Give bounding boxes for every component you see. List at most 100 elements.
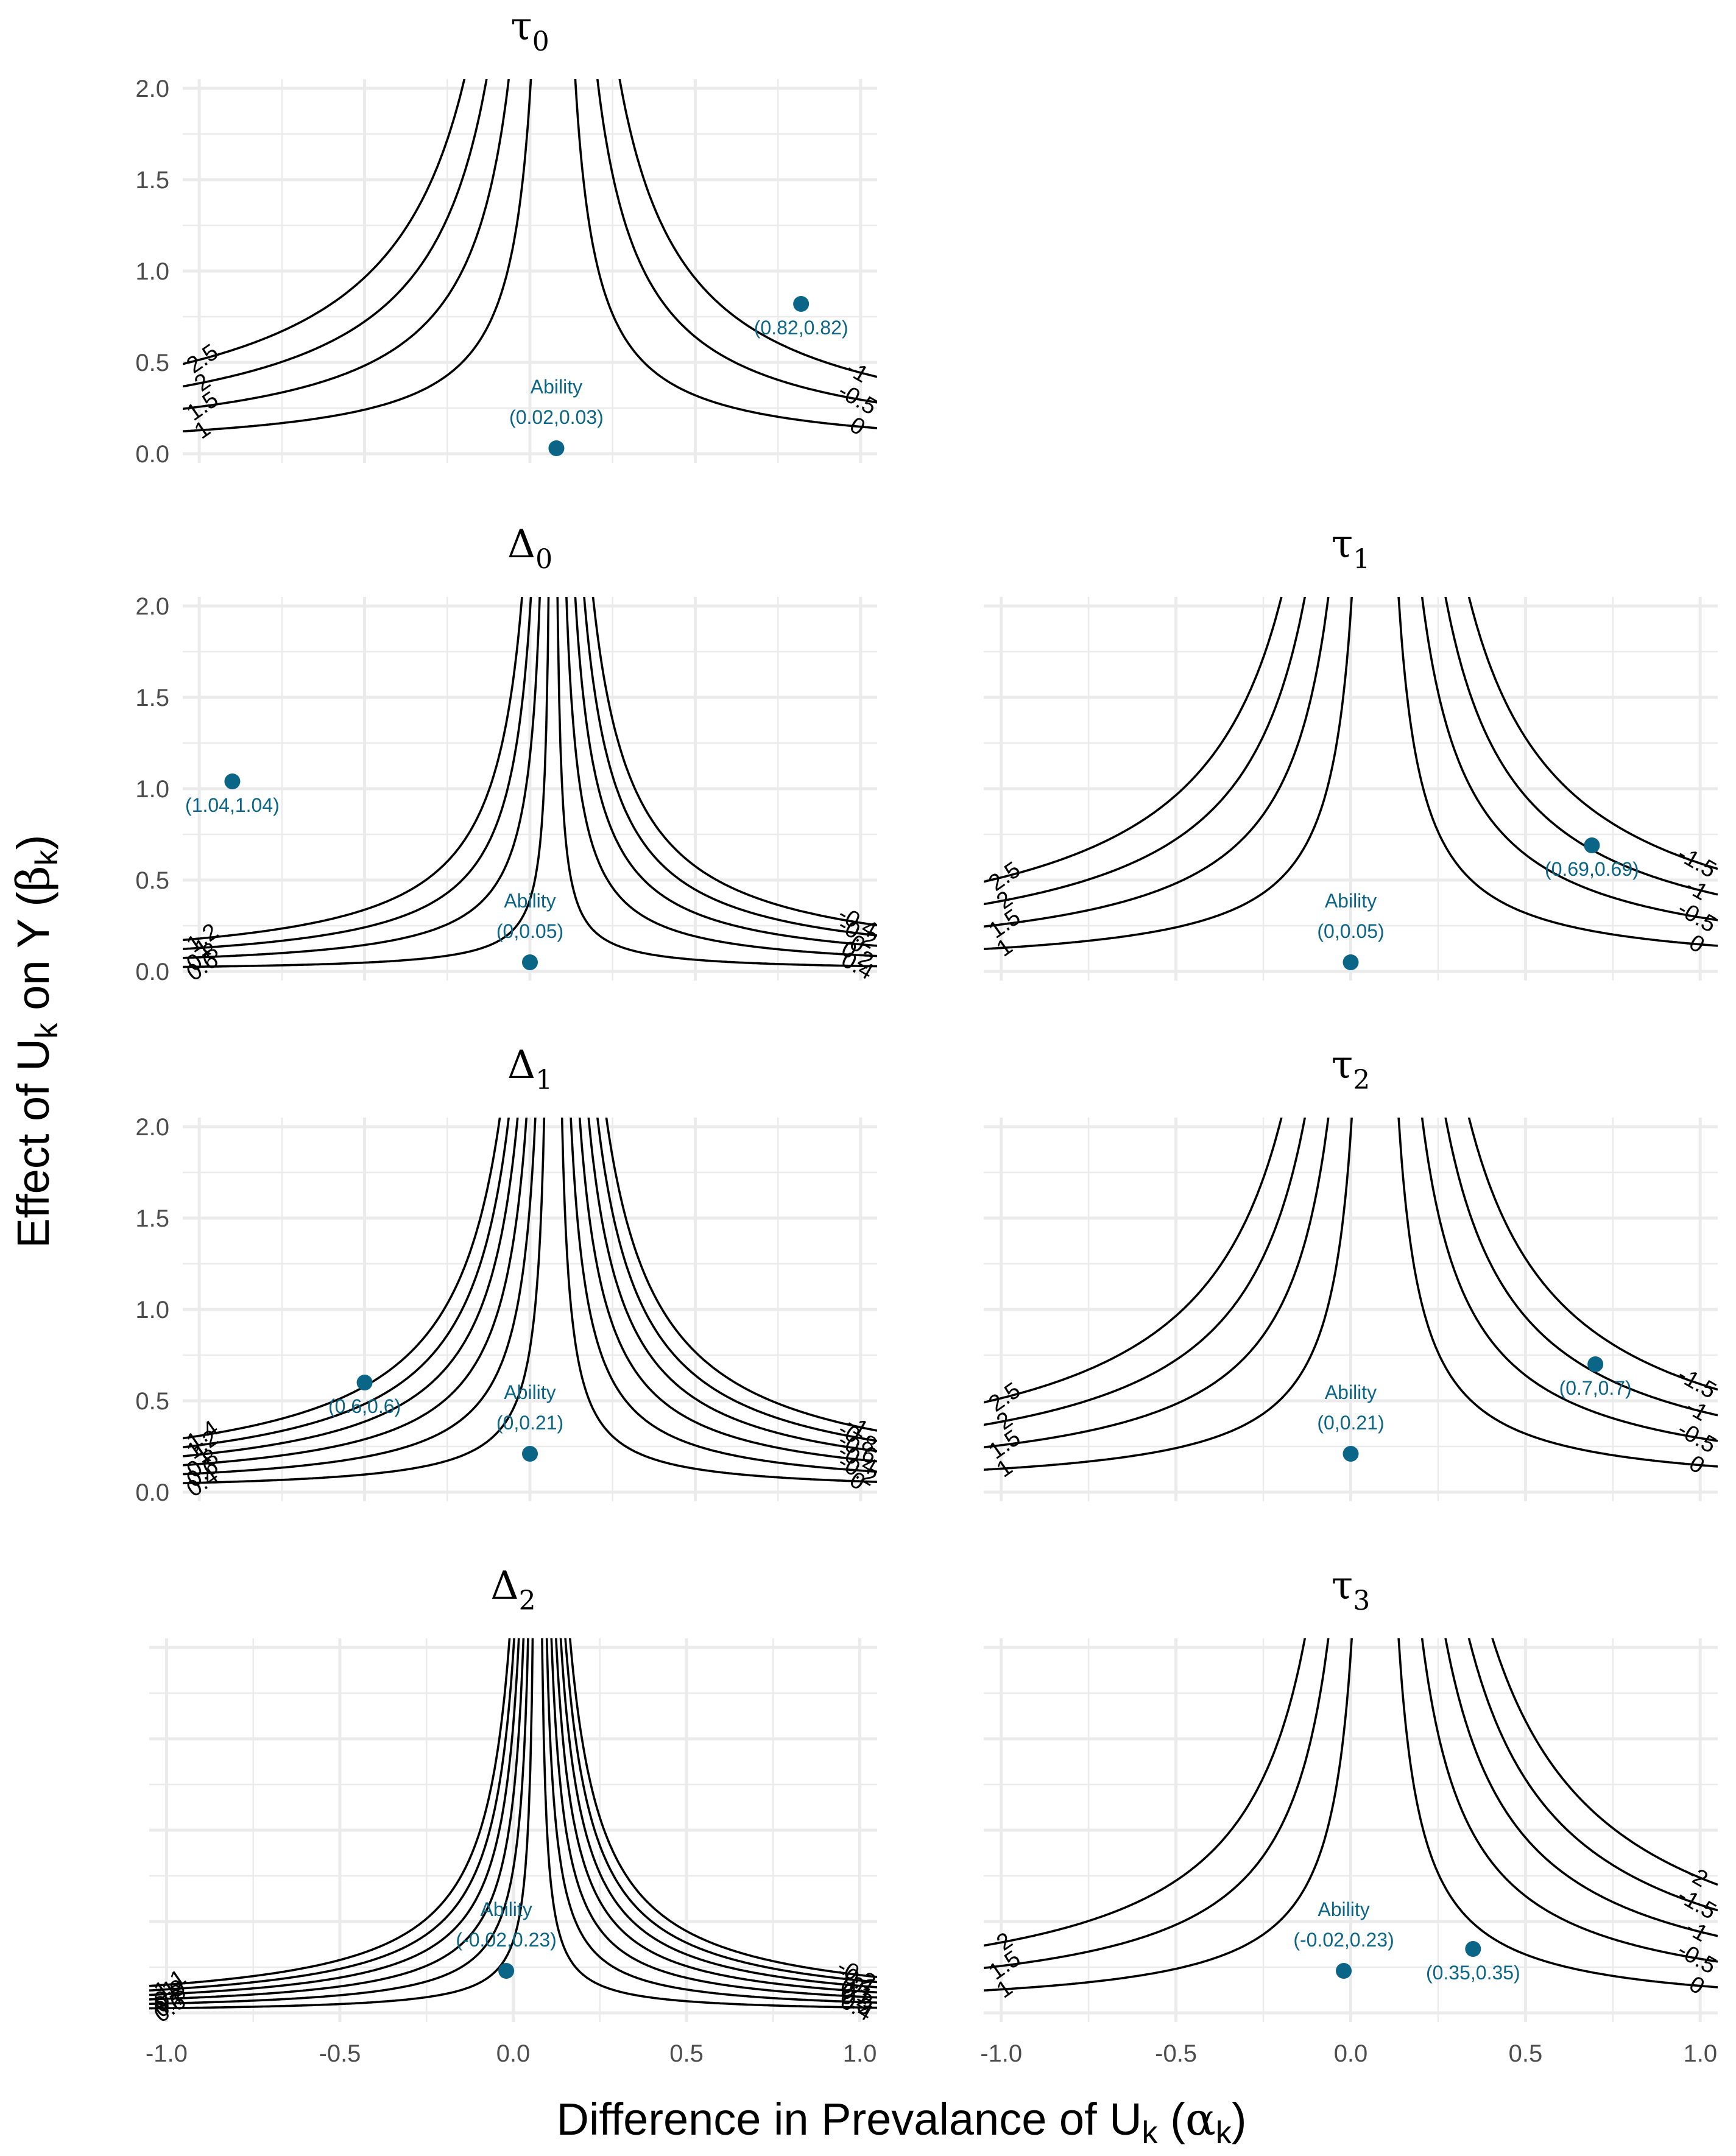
point-annotation-title: Ability xyxy=(1318,1898,1369,1920)
data-point xyxy=(356,1375,373,1390)
contour-line xyxy=(1420,1118,1718,1442)
panel-title-subscript: 1 xyxy=(535,1065,552,1096)
point-annotation-title: Ability xyxy=(531,376,582,398)
contour-line xyxy=(618,79,877,378)
y-tick-label: 1.0 xyxy=(135,1297,169,1323)
data-point xyxy=(1587,1356,1604,1372)
contours xyxy=(183,597,877,968)
y-tick-label: 2.0 xyxy=(135,76,169,102)
x-axis-title: Difference in Prevalance of Uk (αk) xyxy=(557,2093,1247,2151)
grid xyxy=(984,1118,1718,1501)
panel-title: Δ0 xyxy=(507,522,552,575)
contours xyxy=(183,79,877,432)
point-annotation-coords: (-0.02,0.23) xyxy=(1293,1929,1394,1951)
data-point xyxy=(224,773,241,789)
panel-title-subscript: 0 xyxy=(535,544,552,575)
contour-line xyxy=(183,597,541,959)
x-tick-label: -0.5 xyxy=(1155,2040,1197,2067)
contour-line xyxy=(1467,1638,1718,1912)
panel-title: τ2 xyxy=(1332,1043,1370,1096)
panel-title-symbol: Δ xyxy=(507,522,535,567)
contour-line xyxy=(568,1638,877,1978)
grid xyxy=(183,597,877,981)
data-point xyxy=(522,954,538,970)
contour-line xyxy=(183,79,532,432)
contour-line xyxy=(578,1118,877,1463)
contour-line xyxy=(183,79,488,388)
x-tick-label: -1.0 xyxy=(146,2040,188,2067)
grid xyxy=(183,1118,877,1501)
contour-line xyxy=(984,1638,1307,1947)
panel-title-subscript: 0 xyxy=(532,26,549,57)
x-tick-label: 0.0 xyxy=(496,2040,531,2067)
contour-line xyxy=(550,1638,877,1999)
point-annotation-coords: (0.02,0.03) xyxy=(509,406,604,428)
point-annotation-coords: (0.35,0.35) xyxy=(1426,1962,1520,1984)
panel-title: τ1 xyxy=(1332,522,1370,575)
panel-title-subscript: 2 xyxy=(1353,1065,1370,1096)
contour-line xyxy=(570,1118,877,1473)
contour-line xyxy=(574,79,877,429)
point-annotation-coords: (0,0.05) xyxy=(496,920,563,942)
contour-line xyxy=(183,597,532,950)
panel-title: Δ1 xyxy=(507,1043,552,1096)
y-tick-label: 0.0 xyxy=(135,959,169,985)
data-point xyxy=(793,296,810,312)
contour-line xyxy=(555,1638,877,1994)
x-tick-label: 0.5 xyxy=(1509,2040,1543,2067)
contour-line xyxy=(1467,597,1718,870)
contour-line xyxy=(1420,597,1718,921)
contour-line xyxy=(149,1638,529,2006)
contour-line xyxy=(984,1118,1330,1449)
contours xyxy=(984,597,1718,950)
contour-line xyxy=(1467,1118,1718,1391)
contour-line xyxy=(183,1118,537,1476)
contour-line xyxy=(984,597,1307,906)
contour-line xyxy=(565,597,877,957)
contour-line xyxy=(183,1118,519,1457)
contour-line xyxy=(587,1118,877,1453)
x-tick-label: -0.5 xyxy=(319,2040,361,2067)
contour-line xyxy=(560,1118,877,1483)
point-annotation-title: Ability xyxy=(504,1381,556,1403)
contours xyxy=(984,1638,1718,1992)
data-point xyxy=(522,1446,538,1462)
point-annotation-coords: (0,0.21) xyxy=(1317,1412,1384,1434)
point-annotation-coords: (0.82,0.82) xyxy=(754,317,849,339)
y-tick-label: 1.0 xyxy=(135,776,169,803)
contour-line xyxy=(605,1118,877,1432)
point-annotation-coords: (0,0.05) xyxy=(1317,920,1384,942)
contour-line xyxy=(596,1118,877,1442)
contours xyxy=(149,1638,877,2010)
y-tick-label: 0.5 xyxy=(135,867,169,894)
panel-title-symbol: τ xyxy=(1332,522,1353,567)
y-tick-label: 0.5 xyxy=(135,1388,169,1415)
panel-title-symbol: τ xyxy=(510,4,532,49)
contour-line xyxy=(183,597,550,968)
contour-line xyxy=(1397,1638,1718,1989)
y-tick-label: 2.0 xyxy=(135,1114,169,1141)
point-annotation-coords: (0.6,0.6) xyxy=(328,1395,401,1417)
y-tick-label: 1.0 xyxy=(135,258,169,285)
contour-line xyxy=(574,597,877,947)
data-point xyxy=(1343,1446,1359,1462)
contour-line xyxy=(984,1638,1353,1992)
contour-line xyxy=(583,597,877,937)
point-annotation-coords: (0,0.21) xyxy=(496,1412,563,1434)
contour-line xyxy=(559,1638,877,1989)
contour-line xyxy=(984,597,1283,883)
contour-line xyxy=(1397,1118,1718,1468)
contours xyxy=(183,1118,877,1485)
contour-line xyxy=(149,1638,520,1996)
contour-line xyxy=(183,1118,546,1485)
panel-title: τ0 xyxy=(510,4,549,57)
point-annotation-title: Ability xyxy=(1325,890,1377,912)
y-tick-label: 0.5 xyxy=(135,350,169,376)
contour-line xyxy=(556,597,877,968)
y-tick-label: 0.0 xyxy=(135,1479,169,1506)
y-tick-label: 0.0 xyxy=(135,441,169,468)
panel-title-subscript: 3 xyxy=(1353,1585,1370,1616)
contour-line xyxy=(564,1638,877,1984)
